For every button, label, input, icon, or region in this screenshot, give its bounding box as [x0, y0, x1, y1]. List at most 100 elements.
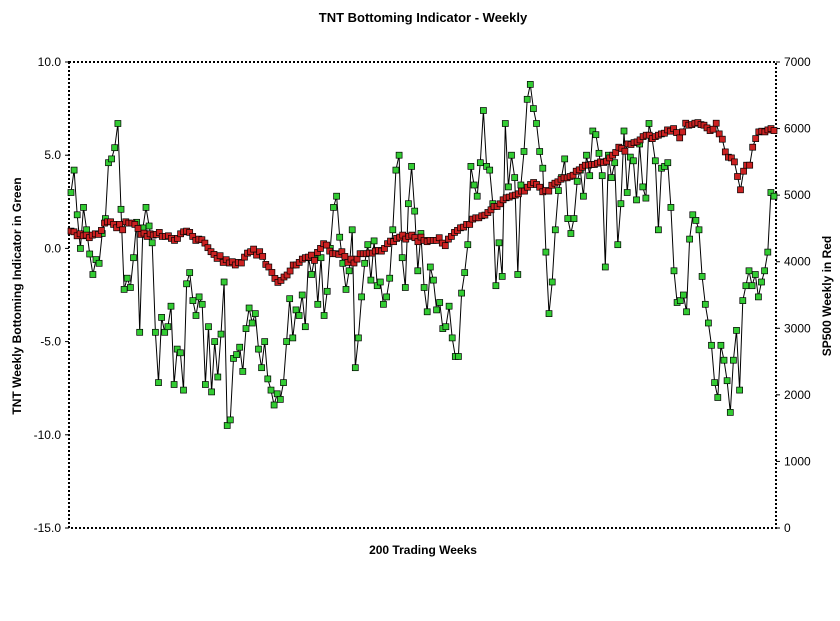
data-point-marker	[211, 338, 219, 345]
data-point-marker	[739, 297, 747, 304]
data-point-marker	[645, 120, 653, 127]
data-point-marker	[555, 187, 562, 194]
data-point-marker	[608, 174, 615, 181]
data-point-marker	[245, 304, 253, 312]
data-point-marker	[180, 386, 187, 394]
data-point-marker	[361, 259, 369, 267]
data-point-marker	[708, 341, 715, 349]
data-point-marker	[620, 127, 628, 135]
series-line	[70, 84, 775, 428]
data-point-marker	[205, 323, 212, 331]
data-point-marker	[473, 192, 481, 200]
data-point-marker	[351, 364, 359, 372]
data-point-marker	[614, 241, 622, 249]
data-point-marker	[323, 287, 331, 295]
data-point-marker	[320, 312, 328, 319]
data-point-marker	[233, 351, 240, 358]
data-point-marker	[689, 211, 697, 219]
data-point-marker	[714, 394, 722, 401]
data-point-marker	[548, 278, 556, 286]
data-point-marker	[470, 181, 478, 189]
data-point-marker	[705, 319, 712, 327]
data-point-marker	[341, 253, 349, 260]
y-right-tick-label: 5000	[784, 188, 811, 202]
data-point-marker	[573, 177, 581, 185]
data-point-marker	[226, 416, 234, 424]
data-point-marker	[480, 107, 487, 114]
data-point-marker	[98, 227, 105, 234]
data-point-marker	[386, 274, 394, 282]
data-point-marker	[242, 325, 250, 332]
data-point-marker	[145, 222, 153, 230]
data-point-marker	[295, 312, 303, 319]
y-right-tick-label: 2000	[784, 388, 811, 402]
data-point-marker	[80, 204, 87, 211]
data-point-marker	[167, 302, 175, 310]
data-point-marker	[533, 120, 540, 127]
data-point-marker	[77, 245, 84, 252]
data-point-marker	[761, 267, 768, 275]
data-point-marker	[692, 217, 700, 224]
data-point-marker	[770, 192, 778, 200]
data-point-marker	[330, 204, 337, 211]
data-point-marker	[411, 207, 419, 215]
data-point-marker	[117, 205, 125, 213]
data-point-marker	[670, 267, 678, 275]
x-axis-label: 200 Trading Weeks	[369, 543, 477, 557]
data-point-marker	[764, 248, 772, 256]
data-point-marker	[734, 173, 741, 180]
data-point-marker	[189, 297, 197, 304]
data-point-marker	[259, 253, 267, 260]
data-point-marker	[545, 187, 553, 195]
data-point-marker	[114, 120, 122, 127]
data-point-marker	[561, 155, 569, 163]
y-left-tick-label: -5.0	[40, 335, 61, 349]
data-point-marker	[286, 295, 294, 303]
data-point-marker	[248, 319, 256, 327]
data-point-marker	[448, 334, 456, 342]
data-point-marker	[458, 289, 465, 297]
data-point-marker	[709, 125, 717, 133]
data-point-marker	[570, 215, 578, 222]
data-point-marker	[711, 379, 718, 386]
data-point-marker	[358, 293, 365, 301]
data-point-marker	[545, 310, 553, 317]
data-point-marker	[214, 373, 222, 381]
y-left-tick-label: 10.0	[38, 55, 62, 69]
data-point-marker	[342, 286, 350, 293]
data-point-marker	[441, 242, 449, 250]
data-point-marker	[376, 278, 384, 286]
y-axis-left-label: TNT Weekly Bottoming Indicator in Green	[10, 177, 24, 414]
data-point-marker	[683, 308, 690, 316]
data-point-marker	[238, 259, 245, 267]
data-point-marker	[664, 159, 672, 167]
data-point-marker	[216, 252, 224, 260]
data-point-marker	[251, 310, 259, 317]
data-point-marker	[467, 163, 475, 170]
data-point-marker	[749, 143, 757, 151]
data-point-marker	[464, 241, 472, 249]
data-point-marker	[430, 276, 437, 284]
data-point-marker	[308, 271, 315, 278]
data-point-marker	[158, 314, 165, 321]
data-point-marker	[208, 388, 215, 396]
data-point-marker	[686, 235, 693, 243]
data-point-marker	[317, 254, 325, 262]
data-point-marker	[737, 186, 744, 194]
data-point-marker	[536, 148, 544, 155]
data-point-marker	[720, 356, 728, 364]
data-point-marker	[567, 230, 575, 237]
data-point-marker	[286, 267, 294, 275]
data-point-marker	[198, 300, 206, 308]
data-point-marker	[752, 135, 760, 142]
data-point-marker	[461, 269, 469, 276]
data-point-marker	[236, 343, 244, 351]
right-axis-ticks: 7000 6000 5000 4000 3000 2000 1000 0	[776, 55, 811, 535]
data-point-marker	[698, 273, 706, 280]
data-point-marker	[595, 149, 603, 157]
data-point-marker	[142, 204, 150, 211]
data-point-marker	[520, 148, 528, 155]
data-point-marker	[202, 381, 209, 388]
